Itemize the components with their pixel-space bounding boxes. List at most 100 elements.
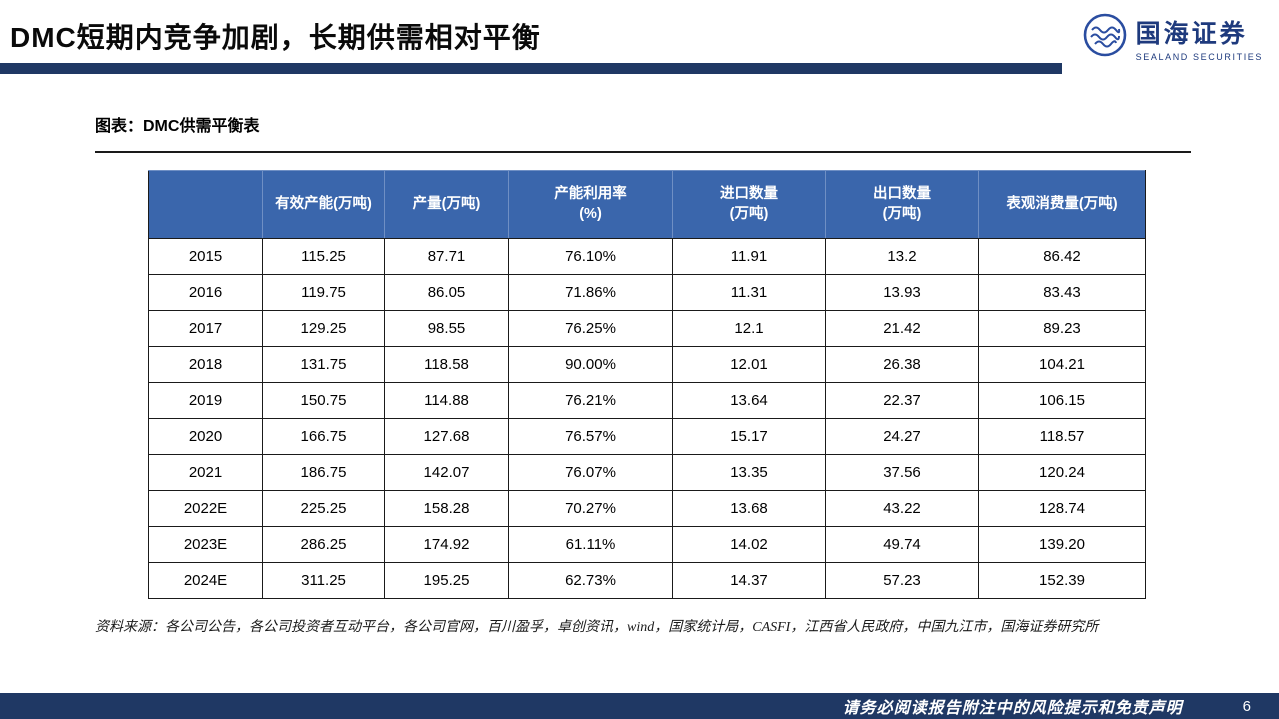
value-cell: 150.75 <box>262 382 385 419</box>
value-cell: 106.15 <box>978 382 1146 419</box>
company-logo: 国海证券 SEALAND SECURITIES <box>1082 12 1263 63</box>
column-header: 出口数量 (万吨) <box>825 170 979 239</box>
value-cell: 11.91 <box>672 238 826 275</box>
value-cell: 86.42 <box>978 238 1146 275</box>
column-header: 表观消费量(万吨) <box>978 170 1146 239</box>
sealand-wave-circle-icon <box>1082 12 1128 63</box>
value-cell: 89.23 <box>978 310 1146 347</box>
value-cell: 13.35 <box>672 454 826 491</box>
table-row: 2015 115.25 87.71 76.10% 11.91 13.2 86.42 <box>148 238 1146 275</box>
figure-caption: 图表：DMC供需平衡表 <box>95 118 260 135</box>
value-cell: 142.07 <box>384 454 509 491</box>
value-cell: 76.57% <box>508 418 673 455</box>
value-cell: 13.93 <box>825 274 979 311</box>
value-cell: 13.68 <box>672 490 826 527</box>
value-cell: 15.17 <box>672 418 826 455</box>
value-cell: 127.68 <box>384 418 509 455</box>
value-cell: 71.86% <box>508 274 673 311</box>
table-row: 2022E 225.25 158.28 70.27% 13.68 43.22 128.74 <box>148 490 1146 527</box>
value-cell: 22.37 <box>825 382 979 419</box>
value-cell: 115.25 <box>262 238 385 275</box>
value-cell: 13.64 <box>672 382 826 419</box>
page-number: 6 <box>1242 697 1251 715</box>
table-row: 2016 119.75 86.05 71.86% 11.31 13.93 83.43 <box>148 274 1146 311</box>
value-cell: 174.92 <box>384 526 509 563</box>
value-cell: 76.07% <box>508 454 673 491</box>
value-cell: 139.20 <box>978 526 1146 563</box>
value-cell: 37.56 <box>825 454 979 491</box>
value-cell: 24.27 <box>825 418 979 455</box>
value-cell: 76.21% <box>508 382 673 419</box>
caption-rule <box>95 151 1191 153</box>
value-cell: 186.75 <box>262 454 385 491</box>
year-cell: 2021 <box>148 454 263 491</box>
value-cell: 70.27% <box>508 490 673 527</box>
value-cell: 195.25 <box>384 562 509 599</box>
value-cell: 120.24 <box>978 454 1146 491</box>
value-cell: 225.25 <box>262 490 385 527</box>
value-cell: 158.28 <box>384 490 509 527</box>
year-cell: 2019 <box>148 382 263 419</box>
value-cell: 43.22 <box>825 490 979 527</box>
value-cell: 114.88 <box>384 382 509 419</box>
page-title: DMC短期内竞争加剧，长期供需相对平衡 <box>10 22 541 53</box>
table-row: 2017 129.25 98.55 76.25% 12.1 21.42 89.23 <box>148 310 1146 347</box>
footer-disclaimer: 请务必阅读报告附注中的风险提示和免责声明 <box>842 700 1183 717</box>
year-cell: 2023E <box>148 526 263 563</box>
value-cell: 11.31 <box>672 274 826 311</box>
column-header: 产能利用率 (%) <box>508 170 673 239</box>
value-cell: 152.39 <box>978 562 1146 599</box>
year-cell: 2020 <box>148 418 263 455</box>
column-header: 有效产能(万吨) <box>262 170 385 239</box>
year-cell: 2016 <box>148 274 263 311</box>
table-row: 2019 150.75 114.88 76.21% 13.64 22.37 106.15 <box>148 382 1146 419</box>
dmc-supply-demand-table: 有效产能(万吨) 产量(万吨) 产能利用率 (%) 进口数量 (万吨) 出口数量 (万吨… <box>148 170 1146 599</box>
table-row: 2024E 311.25 195.25 62.73% 14.37 57.23 152.39 <box>148 562 1146 599</box>
year-cell: 2024E <box>148 562 263 599</box>
logo-name-cn: 国海证券 <box>1135 20 1248 48</box>
table-row: 2018 131.75 118.58 90.00% 12.01 26.38 104.21 <box>148 346 1146 383</box>
value-cell: 14.02 <box>672 526 826 563</box>
value-cell: 57.23 <box>825 562 979 599</box>
value-cell: 83.43 <box>978 274 1146 311</box>
logo-name-en: SEALAND SECURITIES <box>1135 51 1263 62</box>
value-cell: 62.73% <box>508 562 673 599</box>
column-header: 进口数量 (万吨) <box>672 170 826 239</box>
value-cell: 119.75 <box>262 274 385 311</box>
value-cell: 129.25 <box>262 310 385 347</box>
table-row: 2023E 286.25 174.92 61.11% 14.02 49.74 139.20 <box>148 526 1146 563</box>
value-cell: 12.1 <box>672 310 826 347</box>
value-cell: 118.58 <box>384 346 509 383</box>
table-header-row: 有效产能(万吨) 产量(万吨) 产能利用率 (%) 进口数量 (万吨) 出口数量 (万吨… <box>148 170 1146 239</box>
value-cell: 104.21 <box>978 346 1146 383</box>
value-cell: 61.11% <box>508 526 673 563</box>
value-cell: 14.37 <box>672 562 826 599</box>
logo-text: 国海证券 SEALAND SECURITIES <box>1136 14 1263 62</box>
title-underline-bar <box>0 63 1062 74</box>
value-cell: 98.55 <box>384 310 509 347</box>
year-cell: 2018 <box>148 346 263 383</box>
year-cell: 2022E <box>148 490 263 527</box>
value-cell: 131.75 <box>262 346 385 383</box>
table-row: 2021 186.75 142.07 76.07% 13.35 37.56 120.24 <box>148 454 1146 491</box>
value-cell: 166.75 <box>262 418 385 455</box>
value-cell: 12.01 <box>672 346 826 383</box>
value-cell: 118.57 <box>978 418 1146 455</box>
table-row: 2020 166.75 127.68 76.57% 15.17 24.27 118.57 <box>148 418 1146 455</box>
year-cell: 2017 <box>148 310 263 347</box>
column-header <box>148 170 263 239</box>
value-cell: 128.74 <box>978 490 1146 527</box>
year-cell: 2015 <box>148 238 263 275</box>
value-cell: 311.25 <box>262 562 385 599</box>
value-cell: 87.71 <box>384 238 509 275</box>
value-cell: 49.74 <box>825 526 979 563</box>
source-note: 资料来源：各公司公告，各公司投资者互动平台，各公司官网，百川盈孚，卓创资讯，wi… <box>95 620 1099 635</box>
footer-bar: 请务必阅读报告附注中的风险提示和免责声明 6 <box>0 693 1279 719</box>
value-cell: 13.2 <box>825 238 979 275</box>
value-cell: 76.25% <box>508 310 673 347</box>
value-cell: 21.42 <box>825 310 979 347</box>
value-cell: 26.38 <box>825 346 979 383</box>
value-cell: 90.00% <box>508 346 673 383</box>
column-header: 产量(万吨) <box>384 170 509 239</box>
